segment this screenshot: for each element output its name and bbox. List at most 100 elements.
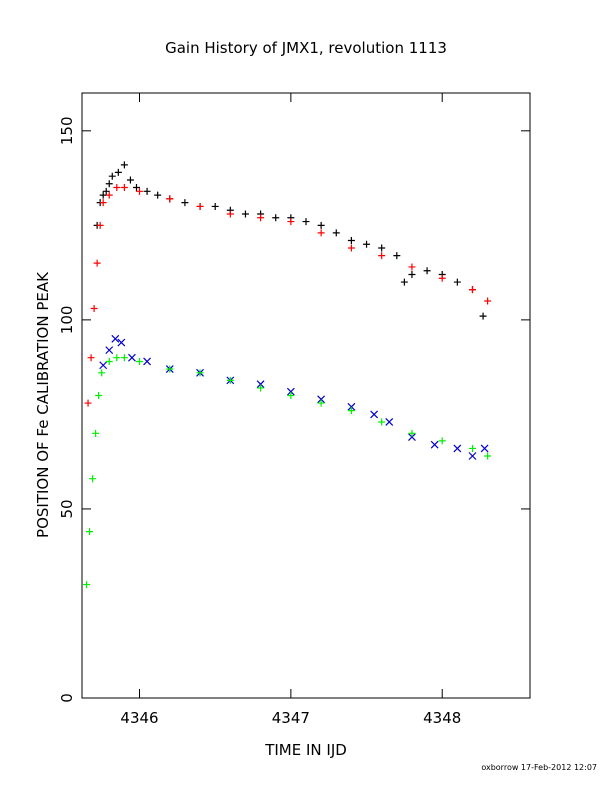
x-axis-label: TIME IN IJD bbox=[264, 741, 347, 759]
data-point-series-1 bbox=[317, 229, 325, 237]
data-points bbox=[83, 161, 492, 589]
data-point-series-3 bbox=[95, 392, 103, 399]
data-point-series-0 bbox=[347, 236, 355, 244]
data-point-series-2 bbox=[347, 402, 356, 411]
data-point-series-1 bbox=[257, 214, 265, 222]
data-point-series-1 bbox=[468, 286, 476, 294]
data-point-series-1 bbox=[438, 274, 446, 282]
data-point-series-0 bbox=[114, 168, 122, 176]
data-point-series-1 bbox=[105, 191, 113, 199]
data-point-series-3 bbox=[468, 444, 476, 452]
data-point-series-1 bbox=[84, 399, 92, 407]
data-point-series-3 bbox=[378, 418, 386, 426]
data-point-series-0 bbox=[332, 229, 340, 237]
data-point-series-1 bbox=[90, 305, 98, 313]
data-point-series-1 bbox=[99, 199, 107, 207]
data-point-series-3 bbox=[105, 357, 113, 365]
data-point-series-2 bbox=[385, 418, 394, 426]
data-point-series-3 bbox=[98, 369, 106, 377]
data-point-series-1 bbox=[408, 263, 416, 271]
data-point-series-2 bbox=[256, 380, 265, 389]
x-tick-label: 4348 bbox=[423, 709, 461, 727]
data-point-series-2 bbox=[111, 334, 120, 343]
data-point-series-3 bbox=[257, 384, 265, 392]
y-tick-label: 0 bbox=[58, 693, 76, 703]
data-point-series-3 bbox=[226, 376, 234, 384]
data-point-series-3 bbox=[89, 475, 97, 483]
data-point-series-3 bbox=[484, 452, 492, 460]
data-point-series-1 bbox=[93, 259, 101, 267]
x-tick-label: 4346 bbox=[120, 709, 158, 727]
data-point-series-1 bbox=[347, 244, 355, 252]
data-point-series-0 bbox=[143, 187, 151, 195]
data-point-series-3 bbox=[92, 429, 100, 437]
data-point-series-3 bbox=[86, 528, 94, 536]
data-point-series-2 bbox=[430, 440, 439, 449]
data-point-series-0 bbox=[423, 267, 431, 275]
data-point-series-3 bbox=[317, 399, 325, 407]
data-point-series-2 bbox=[480, 444, 489, 453]
x-axis: 4346 4347 4348 bbox=[120, 93, 461, 727]
data-point-series-2 bbox=[370, 410, 379, 419]
data-point-series-0 bbox=[132, 184, 140, 192]
y-axis-label: POSITION OF Fe CALIBRATION PEAK bbox=[34, 271, 52, 538]
x-tick-label: 4347 bbox=[272, 709, 310, 727]
data-point-series-0 bbox=[408, 271, 416, 278]
data-point-series-2 bbox=[408, 433, 416, 442]
data-point-series-3 bbox=[287, 392, 295, 399]
data-point-series-1 bbox=[120, 184, 128, 192]
data-point-series-0 bbox=[363, 240, 371, 248]
data-point-series-1 bbox=[96, 221, 104, 229]
data-point-series-2 bbox=[128, 353, 136, 362]
data-point-series-3 bbox=[136, 357, 144, 365]
data-point-series-0 bbox=[126, 176, 134, 184]
data-point-series-2 bbox=[468, 452, 477, 460]
data-point-series-1 bbox=[113, 184, 121, 192]
data-point-series-0 bbox=[302, 218, 310, 226]
y-tick-label: 150 bbox=[58, 116, 76, 145]
data-point-series-1 bbox=[378, 252, 386, 260]
data-point-series-1 bbox=[287, 218, 295, 226]
data-point-series-0 bbox=[400, 278, 408, 286]
data-point-series-1 bbox=[484, 297, 492, 305]
data-point-series-2 bbox=[286, 387, 295, 396]
data-point-series-1 bbox=[166, 195, 174, 203]
data-point-series-0 bbox=[453, 278, 461, 286]
data-point-series-0 bbox=[378, 244, 386, 252]
data-point-series-1 bbox=[196, 202, 204, 210]
data-point-series-0 bbox=[241, 210, 249, 218]
data-point-series-0 bbox=[99, 191, 107, 199]
data-point-series-3 bbox=[408, 429, 416, 437]
data-point-series-2 bbox=[99, 361, 108, 370]
data-point-series-3 bbox=[113, 354, 121, 362]
data-point-series-0 bbox=[105, 180, 113, 188]
data-point-series-0 bbox=[211, 202, 219, 210]
data-point-series-0 bbox=[154, 191, 162, 199]
data-point-series-0 bbox=[317, 221, 325, 229]
data-point-series-2 bbox=[453, 444, 462, 453]
plot-area-frame bbox=[81, 92, 531, 699]
y-tick-label: 50 bbox=[58, 499, 76, 518]
data-point-series-2 bbox=[143, 357, 152, 366]
data-point-series-3 bbox=[166, 365, 174, 373]
data-point-series-3 bbox=[83, 581, 91, 589]
data-point-series-0 bbox=[108, 172, 116, 180]
data-point-series-0 bbox=[120, 161, 128, 169]
data-point-series-0 bbox=[393, 252, 401, 260]
data-point-series-2 bbox=[105, 346, 114, 355]
data-point-series-3 bbox=[196, 369, 204, 377]
data-point-series-2 bbox=[317, 395, 326, 404]
data-point-series-3 bbox=[120, 354, 128, 362]
data-point-series-1 bbox=[226, 210, 234, 218]
data-point-series-1 bbox=[87, 354, 95, 362]
data-point-series-0 bbox=[181, 199, 189, 207]
data-point-series-0 bbox=[102, 187, 110, 195]
data-point-series-0 bbox=[479, 312, 487, 320]
data-point-series-0 bbox=[272, 214, 280, 222]
y-tick-label: 100 bbox=[58, 306, 76, 335]
data-point-series-1 bbox=[136, 187, 144, 195]
data-point-series-2 bbox=[117, 338, 126, 347]
y-axis: 0 50 100 150 bbox=[58, 116, 530, 703]
chart-title: Gain History of JMX1, revolution 1113 bbox=[165, 39, 447, 57]
